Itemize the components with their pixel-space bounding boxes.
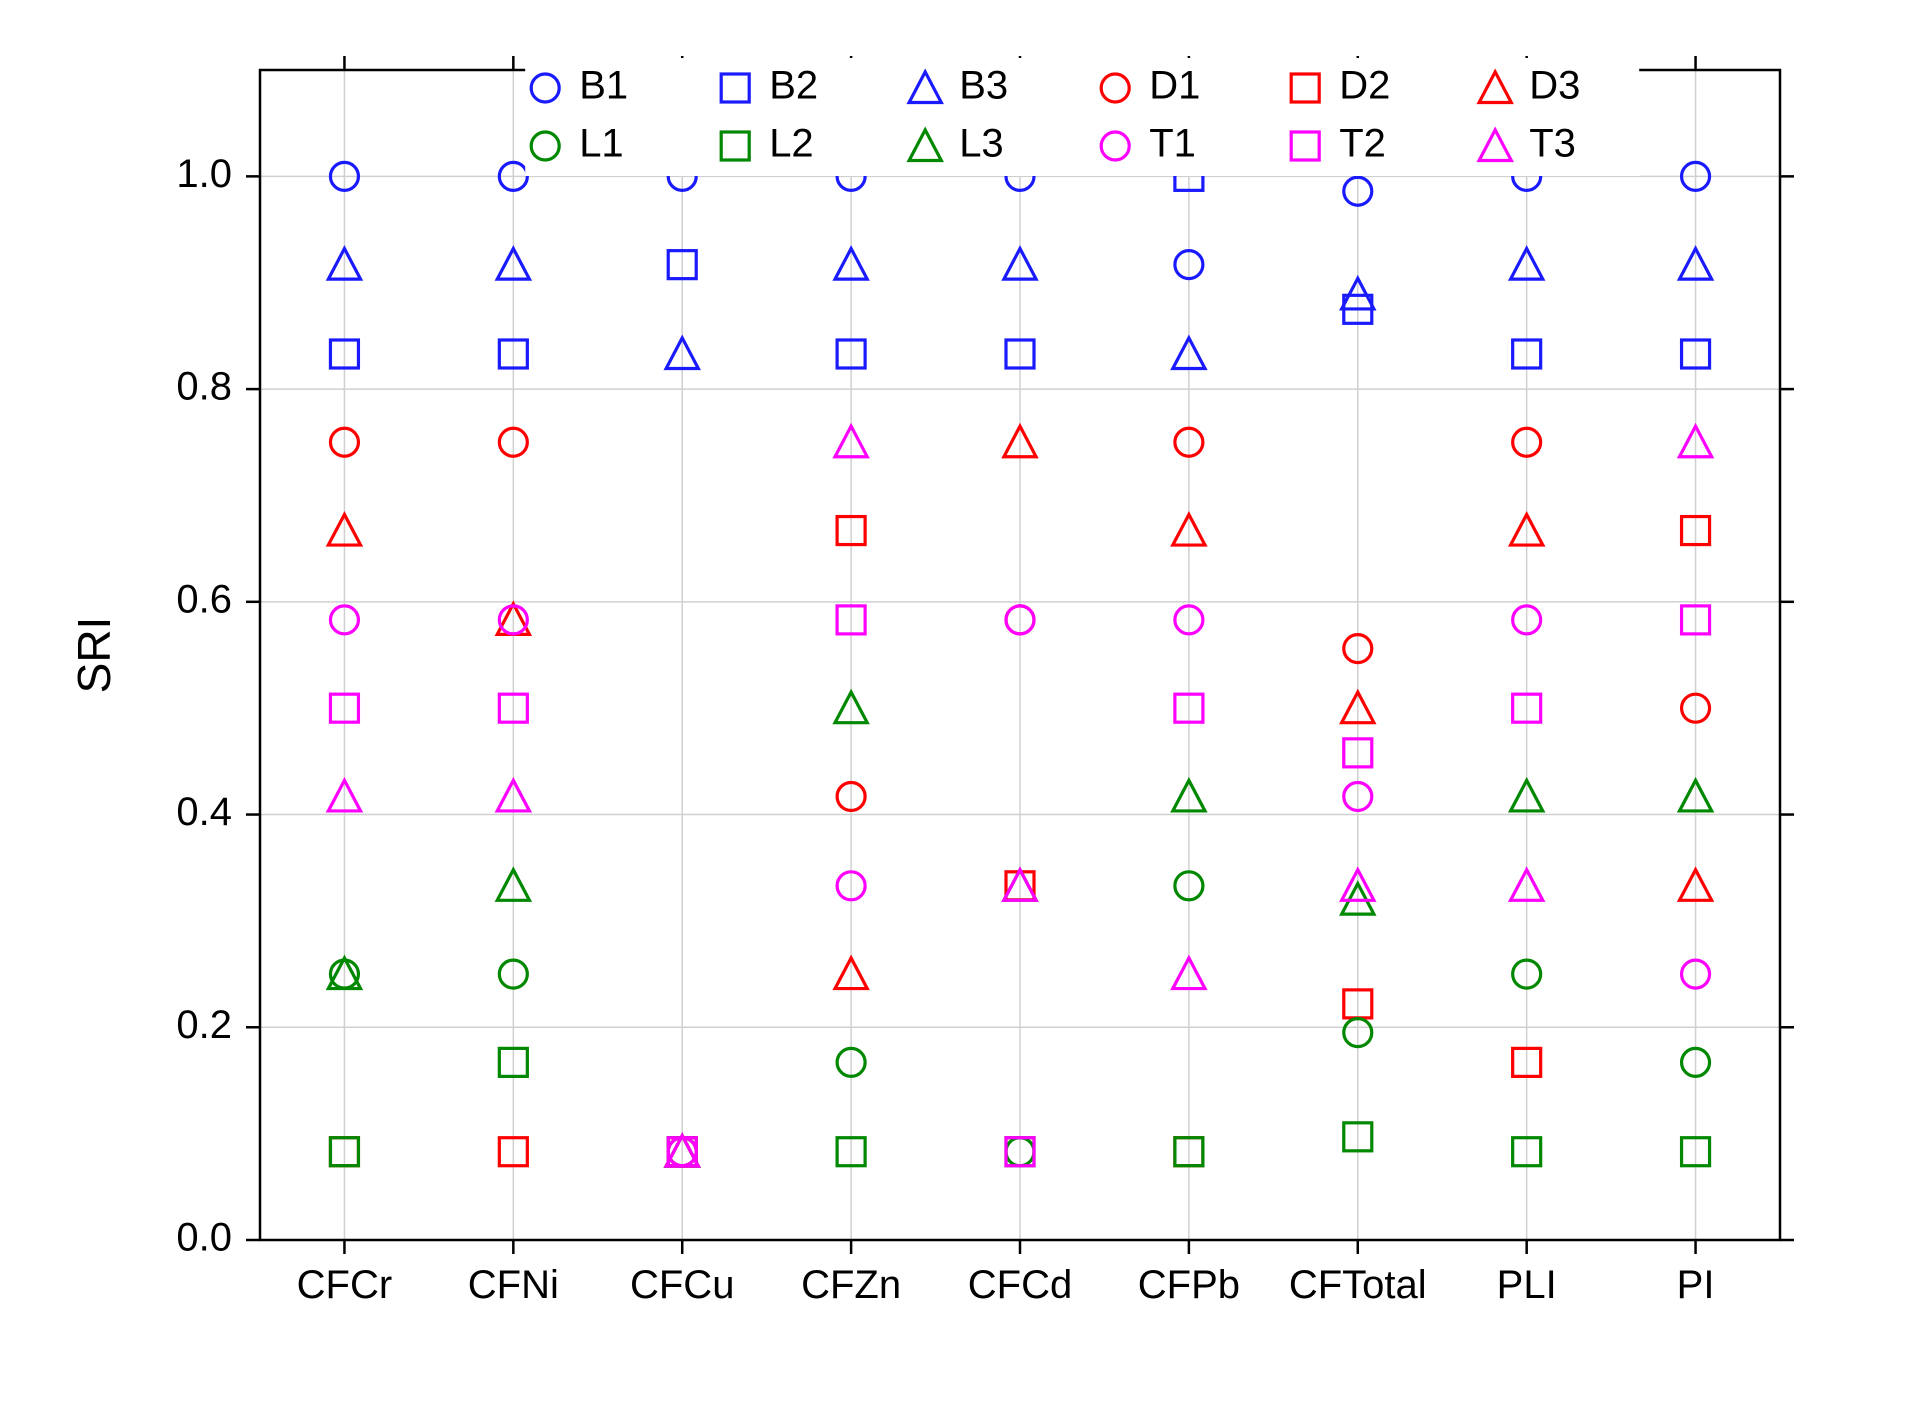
y-tick-label: 0.2: [176, 1003, 232, 1047]
y-tick-label: 0.0: [176, 1216, 232, 1260]
legend-label-L2: L2: [769, 122, 814, 166]
x-tick-label: CFCr: [297, 1263, 393, 1307]
legend-label-D1: D1: [1149, 64, 1200, 108]
y-tick-label: 0.6: [176, 577, 232, 621]
y-tick-label: 1.0: [176, 152, 232, 196]
legend-label-B3: B3: [959, 64, 1008, 108]
x-tick-label: CFTotal: [1289, 1263, 1427, 1307]
legend-label-B2: B2: [769, 64, 818, 108]
legend-label-B1: B1: [579, 64, 628, 108]
y-tick-label: 0.8: [176, 365, 232, 409]
y-axis-title: SRI: [68, 617, 120, 694]
legend-label-D3: D3: [1529, 64, 1580, 108]
x-tick-label: CFNi: [468, 1263, 559, 1307]
legend-label-D2: D2: [1339, 64, 1390, 108]
x-tick-label: CFCd: [968, 1263, 1072, 1307]
legend-label-L3: L3: [959, 122, 1004, 166]
legend-label-T3: T3: [1529, 122, 1576, 166]
chart-container: { "chart": { "type": "scatter", "width":…: [0, 0, 1909, 1404]
x-tick-label: PLI: [1497, 1263, 1557, 1307]
sri-scatter-chart: 0.0 0.2 0.4 0.6 0.8 1.0 CFCr CFNi CFCu CFZn CFCd CF…: [0, 0, 1909, 1404]
legend-label-L1: L1: [579, 122, 624, 166]
legend-bg: [525, 58, 1639, 176]
chart-bg: [0, 0, 1909, 1404]
legend-label-T1: T1: [1149, 122, 1196, 166]
x-tick-label: PI: [1677, 1263, 1715, 1307]
x-tick-label: CFCu: [630, 1263, 734, 1307]
x-tick-label: CFPb: [1138, 1263, 1240, 1307]
legend-label-T2: T2: [1339, 122, 1386, 166]
y-tick-label: 0.4: [176, 790, 232, 834]
x-tick-label: CFZn: [801, 1263, 901, 1307]
legend: B1 B2 B3 D1 D2 D3 L1 L2 L3 T1 T2 T3: [525, 58, 1639, 176]
